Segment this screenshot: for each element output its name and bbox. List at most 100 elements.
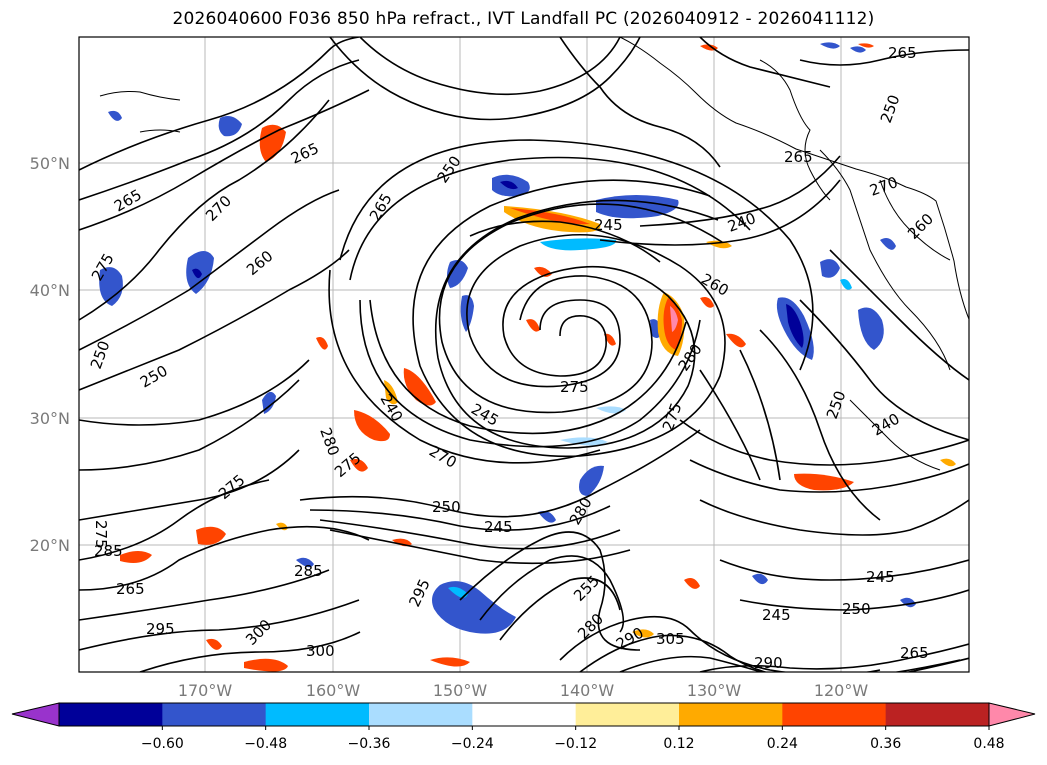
colorbar-tick-label: 0.12 [663, 736, 694, 752]
shade-blob [403, 368, 436, 406]
shade-blob [940, 458, 956, 467]
lon-label: 170°W [178, 681, 233, 700]
shade-blob [786, 304, 804, 348]
shade-blob [850, 46, 866, 53]
colorbar-segment [575, 703, 680, 726]
shade-blob [726, 333, 746, 348]
contour-label: 250 [842, 600, 871, 618]
colorbar-segment [885, 703, 990, 726]
lon-label: 150°W [433, 681, 488, 700]
lat-label: 40°N [30, 281, 70, 300]
shade-blob [244, 658, 288, 672]
contour-label: 265 [888, 44, 917, 62]
colorbar: −0.60 −0.48 −0.36 −0.24 −0.12 0.12 0.24 0.36 0.4… [11, 702, 1036, 752]
colorbar-tick-label: −0.24 [451, 736, 494, 752]
contour-label: 245 [484, 518, 513, 536]
colorbar-tick-label: 0.36 [870, 736, 901, 752]
shade-blob [604, 333, 616, 346]
colorbar-tick-label: 0.24 [767, 736, 798, 752]
shade-blob [259, 124, 286, 162]
contour-label: 295 [146, 620, 175, 638]
colorbar-tick-label: 0.48 [973, 736, 1004, 752]
shade-blob [632, 629, 654, 638]
colorbar-segment [265, 703, 370, 726]
shade-blob [500, 180, 518, 190]
colorbar-segment [679, 703, 783, 726]
contour-label: 265 [116, 580, 145, 598]
contour-label: 290 [754, 654, 783, 672]
shade-blob [820, 42, 840, 49]
colorbar-tick-labels: −0.60 −0.48 −0.36 −0.24 −0.12 0.12 0.24 0.36 0.4… [141, 726, 1005, 752]
shade-blob [218, 116, 242, 137]
colorbar-tick-label: −0.36 [348, 736, 391, 752]
contour-label: 285 [94, 542, 123, 560]
shade-blob [296, 557, 314, 568]
contour-lines [79, 37, 969, 672]
shade-blob [432, 581, 516, 634]
lat-label: 20°N [30, 536, 70, 555]
shade-blob [900, 597, 916, 608]
lat-label: 50°N [30, 154, 70, 173]
contour-label: 305 [656, 630, 685, 648]
shade-blob [858, 43, 874, 48]
contour-label: 265 [784, 148, 813, 166]
shade-blob [596, 406, 626, 414]
shade-blob [430, 657, 470, 667]
colorbar-segments [59, 703, 990, 726]
lon-label: 130°W [687, 681, 742, 700]
shade-blob [540, 238, 617, 251]
map-frame [78, 36, 970, 673]
shade-blob [120, 551, 152, 563]
shade-blob [350, 459, 368, 472]
contour-label: 275 [560, 378, 589, 396]
contour-label: 245 [594, 216, 623, 234]
colorbar-segment [162, 703, 267, 726]
shade-blob [794, 473, 854, 491]
shade-blob [538, 511, 556, 523]
shade-blob [192, 268, 202, 279]
shade-blob [99, 267, 123, 306]
colorbar-segment [472, 703, 577, 726]
shade-blob [108, 110, 122, 121]
shade-blob [670, 306, 678, 332]
lon-label: 140°W [560, 681, 615, 700]
shade-blob [700, 297, 714, 308]
shade-blob [206, 638, 222, 650]
shade-blob [447, 260, 468, 288]
shade-blob [526, 319, 540, 332]
chart-title: 2026040600 F036 850 hPa refract., IVT La… [172, 9, 875, 29]
lon-label: 120°W [814, 681, 869, 700]
shade-blob [579, 465, 604, 496]
shade-blob [880, 238, 896, 250]
shade-blob [392, 538, 412, 547]
shade-blob [840, 279, 852, 290]
shade-blob [752, 573, 768, 585]
colorbar-extend-right [988, 702, 1036, 727]
colorbar-segment [782, 703, 887, 726]
shade-blob [684, 578, 700, 589]
shade-blob [820, 259, 840, 278]
contour-label: 285 [294, 562, 323, 580]
map-background [79, 37, 969, 672]
latitude-labels: 50°N 40°N 30°N 20°N [30, 154, 70, 555]
longitude-labels: 170°W 160°W 150°W 140°W 130°W 120°W [178, 681, 869, 700]
colorbar-tick-label: −0.60 [141, 736, 184, 752]
shade-blob [510, 208, 590, 225]
colorbar-tick-label: −0.12 [554, 736, 597, 752]
contour-label: 300 [306, 642, 335, 660]
lat-label: 30°N [30, 409, 70, 428]
contour-label: 245 [866, 568, 895, 586]
contour-label: 265 [900, 644, 929, 662]
contour-label: 250 [432, 498, 461, 516]
refractivity-shading [99, 42, 956, 672]
colorbar-tick-label: −0.48 [244, 736, 287, 752]
lon-label: 160°W [306, 681, 361, 700]
colorbar-extend-left [11, 702, 60, 727]
shade-blob [448, 586, 468, 598]
shade-blob [354, 410, 390, 442]
colorbar-segment [369, 703, 473, 726]
shade-blob [858, 307, 884, 350]
contour-label: 275 [92, 520, 110, 549]
contour-label: 245 [762, 606, 791, 624]
